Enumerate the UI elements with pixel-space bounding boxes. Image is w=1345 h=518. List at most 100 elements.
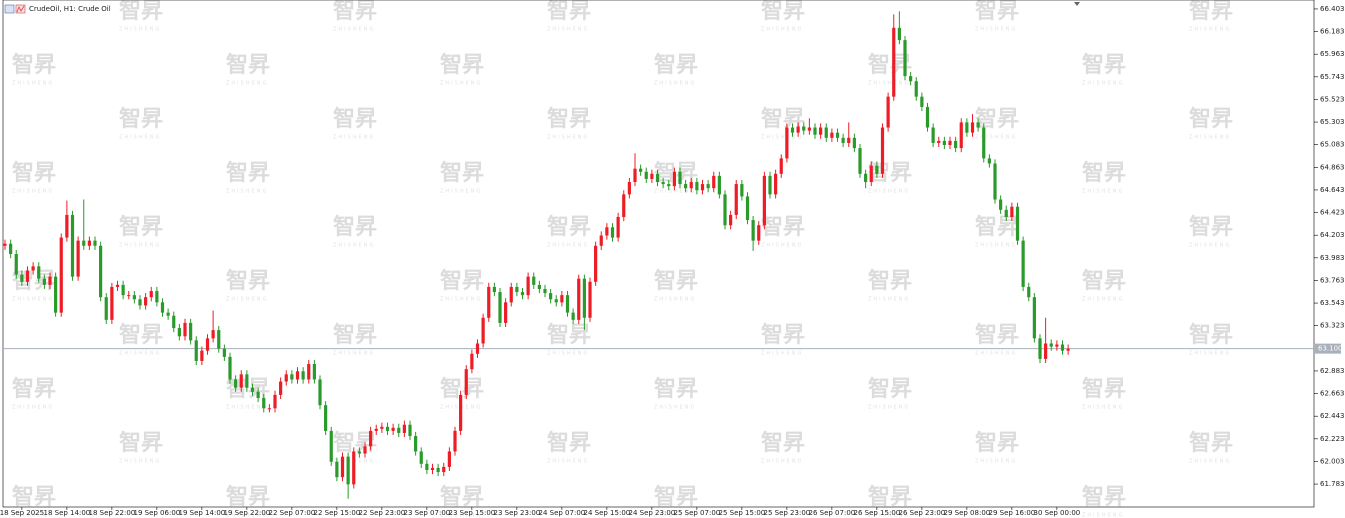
candle-body xyxy=(1015,206,1020,241)
candle-body xyxy=(712,175,716,189)
x-tick-label: 25 Sep 23:00 xyxy=(764,509,811,517)
candle-body xyxy=(914,81,918,97)
y-tick-label: 66.183 xyxy=(1320,28,1345,36)
candle-body xyxy=(222,348,226,357)
y-tick-label: 64.423 xyxy=(1320,209,1345,217)
candle-body xyxy=(324,405,328,431)
candle-body xyxy=(1060,344,1065,351)
watermark: 智昇 xyxy=(1082,268,1126,294)
candle-body xyxy=(920,96,924,107)
watermark: 智昇 xyxy=(975,106,1019,132)
x-tick-label: 26 Sep 23:00 xyxy=(899,509,946,517)
last-price-box xyxy=(1315,343,1341,354)
candle-body xyxy=(661,182,665,185)
candle-body xyxy=(110,286,114,320)
watermark-sub: ZHISHENG xyxy=(333,135,375,141)
watermark: 智昇 xyxy=(226,52,270,78)
watermark-sub: ZHISHENG xyxy=(975,135,1017,141)
candle-body xyxy=(425,463,429,470)
watermark-sub: ZHISHENG xyxy=(1082,189,1124,195)
y-tick-label: 63.543 xyxy=(1320,299,1345,307)
watermark-sub: ZHISHENG xyxy=(119,459,161,465)
candle-body xyxy=(824,127,828,138)
watermark-sub: ZHISHENG xyxy=(654,189,696,195)
candle-body xyxy=(470,353,474,370)
menu-icon[interactable] xyxy=(4,4,15,14)
shift-marker[interactable] xyxy=(1074,2,1080,6)
watermark: 智昇 xyxy=(868,268,912,294)
watermark-sub: ZHISHENG xyxy=(761,459,803,465)
candle-body xyxy=(245,374,249,388)
watermark: 智昇 xyxy=(547,106,591,132)
watermark-sub: ZHISHENG xyxy=(868,81,910,87)
watermark-sub: ZHISHENG xyxy=(333,243,375,249)
watermark-sub: ZHISHENG xyxy=(547,459,589,465)
candle-body xyxy=(864,173,868,183)
watermark-sub: ZHISHENG xyxy=(868,405,910,411)
candle-body xyxy=(369,430,373,447)
watermark: 智昇 xyxy=(440,268,484,294)
x-tick-label: 18 Sep 14:00 xyxy=(44,509,91,517)
candle-body xyxy=(48,276,52,285)
candle-body xyxy=(577,278,581,320)
candle-body xyxy=(177,328,181,337)
candle-body xyxy=(970,122,975,133)
candle-body xyxy=(993,163,997,200)
candle-body xyxy=(695,182,699,191)
watermark: 智昇 xyxy=(440,160,484,186)
candle-body xyxy=(250,387,255,392)
chart-icon[interactable] xyxy=(15,4,26,14)
candle-body xyxy=(1038,338,1042,359)
candle-body xyxy=(706,184,710,189)
x-tick-label: 19 Sep 22:00 xyxy=(224,509,271,517)
candle-body xyxy=(464,369,468,395)
candle-body xyxy=(397,427,401,433)
watermark: 智昇 xyxy=(975,322,1019,348)
candle-body xyxy=(847,137,851,143)
candle-body xyxy=(1010,206,1014,217)
candle-body xyxy=(3,243,7,246)
candle-body xyxy=(211,330,215,339)
candle-body xyxy=(880,127,885,174)
candle-body xyxy=(729,214,733,226)
candle-body xyxy=(639,168,643,172)
candle-body xyxy=(9,243,13,255)
candle-body xyxy=(138,299,142,306)
watermark-sub: ZHISHENG xyxy=(1082,297,1124,303)
candle-body xyxy=(160,302,165,313)
watermark-sub: ZHISHENG xyxy=(975,27,1017,33)
watermark: 智昇 xyxy=(975,430,1019,456)
candle-body xyxy=(740,184,744,197)
candle-body xyxy=(802,126,806,131)
x-tick-label: 29 Sep 16:00 xyxy=(989,509,1036,517)
candle-body xyxy=(453,430,457,452)
candle-body xyxy=(909,76,913,82)
candle-body xyxy=(835,132,840,138)
candle-body xyxy=(419,451,423,464)
candle-body xyxy=(132,295,136,300)
candle-body xyxy=(925,106,930,128)
y-tick-label: 65.963 xyxy=(1320,50,1345,58)
watermark-sub: ZHISHENG xyxy=(12,513,54,518)
candle-body xyxy=(903,40,907,77)
candle-body xyxy=(115,284,120,287)
watermark: 智昇 xyxy=(868,376,912,402)
watermark: 智昇 xyxy=(761,214,805,240)
candle-body xyxy=(774,173,778,195)
watermark-sub: ZHISHENG xyxy=(761,351,803,357)
watermark: 智昇 xyxy=(333,0,377,24)
candle-body xyxy=(757,225,761,241)
watermark-sub: ZHISHENG xyxy=(654,81,696,87)
y-tick-label: 64.863 xyxy=(1320,163,1345,171)
watermark: 智昇 xyxy=(1082,160,1126,186)
watermark-sub: ZHISHENG xyxy=(654,513,696,518)
candle-body xyxy=(1027,286,1031,298)
candle-body xyxy=(385,426,390,431)
candle-body xyxy=(363,446,367,454)
x-tick-label: 23 Sep 07:00 xyxy=(404,509,451,517)
candle-body xyxy=(768,175,772,195)
candle-body xyxy=(796,126,800,133)
watermark: 智昇 xyxy=(1082,52,1126,78)
x-tick-label: 25 Sep 07:00 xyxy=(674,509,721,517)
x-tick-label: 24 Sep 23:00 xyxy=(629,509,676,517)
